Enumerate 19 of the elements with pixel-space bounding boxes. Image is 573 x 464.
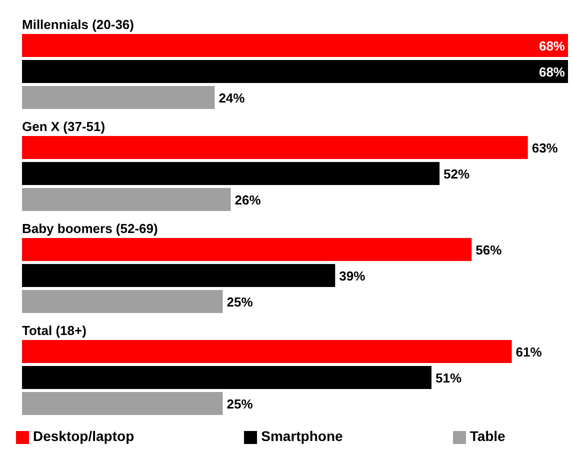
legend-label: Table [470,428,506,444]
data-label: 39% [339,268,366,284]
data-label: 68% [538,38,566,54]
data-label: 68% [538,64,566,80]
y-tick-label: Total (18+) [22,323,86,338]
data-label: 56% [476,242,502,258]
data-label: 51% [436,370,462,386]
data-label: 61% [516,344,542,360]
data-label: 25% [226,294,254,310]
y-tick-label: Millennials (20-36) [22,17,134,32]
data-label: 24% [218,90,246,106]
data-label: 63% [532,140,558,156]
data-label: 25% [226,396,254,412]
data-label: 26% [234,192,262,208]
data-label: 52% [444,166,470,182]
y-tick-label: Baby boomers (52-69) [22,221,158,236]
legend-label: Desktop/laptop [33,428,134,444]
legend-label: Smartphone [261,428,343,444]
y-tick-label: Gen X (37-51) [22,119,106,134]
